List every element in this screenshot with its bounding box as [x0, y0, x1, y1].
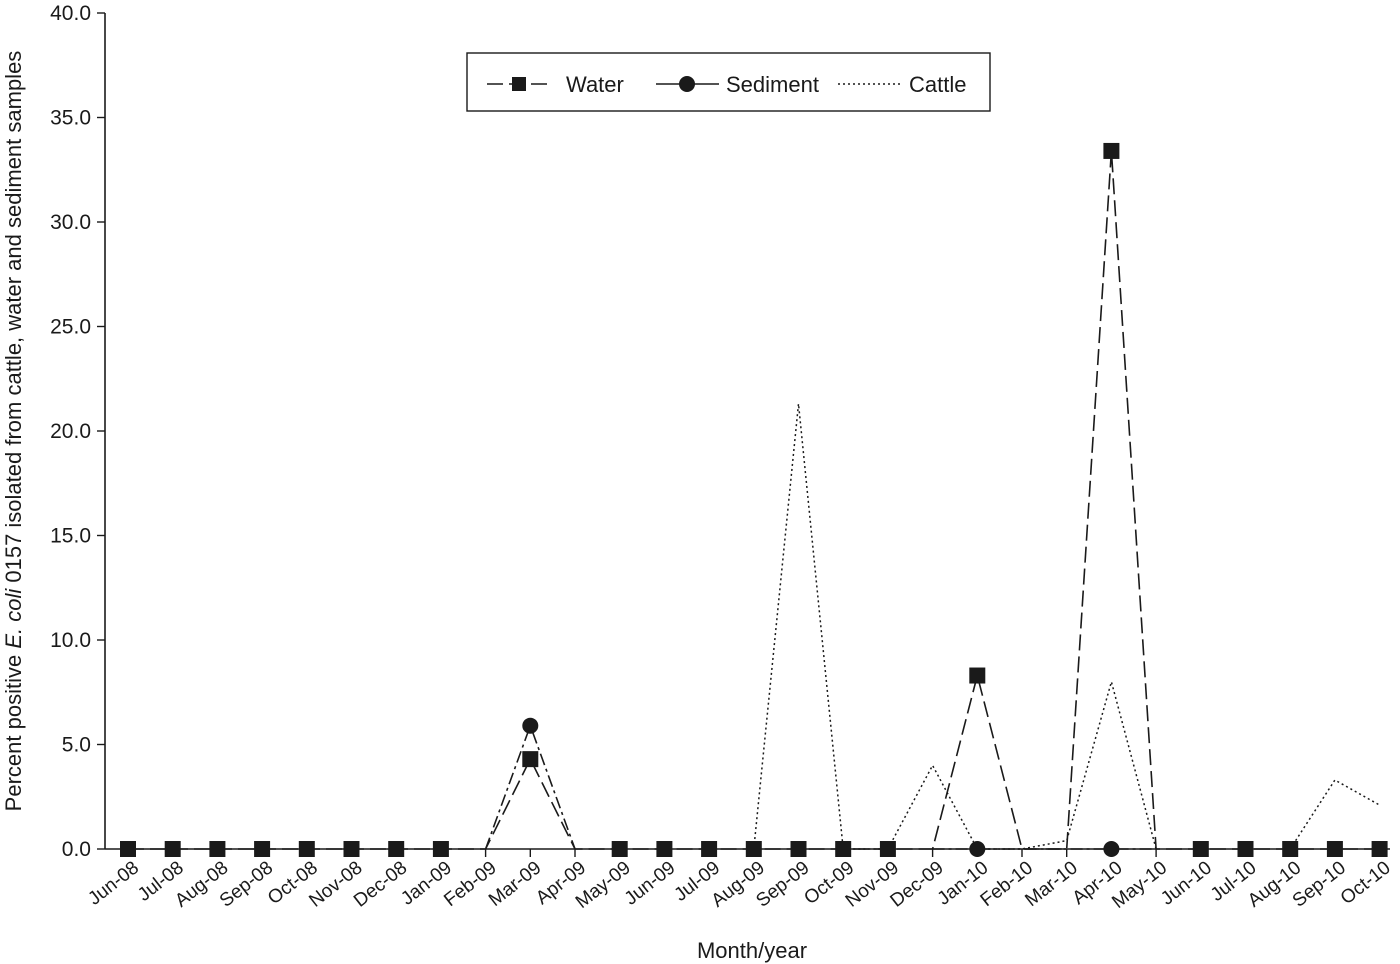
plot-area — [120, 142, 1388, 857]
x-tick-label: Mar-09 — [485, 857, 545, 911]
legend-item-sediment: Sediment — [656, 72, 819, 97]
legend-item-water: Water — [487, 72, 624, 97]
water-point — [432, 841, 449, 857]
legend-sediment-marker — [679, 76, 695, 92]
water-point — [1282, 841, 1299, 857]
y-tick-label: 0.0 — [62, 838, 91, 861]
sediment-point — [522, 717, 539, 734]
legend-box — [466, 52, 991, 112]
x-axis: Jun-08Jul-08Aug-08Sep-08Oct-08Nov-08Dec-… — [84, 848, 1395, 913]
legend-cattle-label: Cattle — [909, 72, 966, 97]
legend-water-label: Water — [566, 72, 624, 97]
cattle-series-line — [753, 403, 1157, 850]
water-point — [164, 841, 181, 857]
water-point — [209, 841, 226, 857]
water-point — [656, 841, 673, 857]
x-tick-label: Jun-09 — [621, 857, 680, 909]
y-ticks: 0.0 5.0 10.0 15.0 20.0 25.0 30.0 35.0 40.0 — [50, 2, 105, 861]
water-series-line — [128, 150, 1380, 850]
water-point — [969, 667, 986, 684]
y-axis-title-part-2: 0157 isolated from cattle, water and sed… — [1, 51, 26, 589]
x-tick-label: Jun-10 — [1157, 857, 1216, 909]
water-point — [1192, 841, 1209, 857]
y-tick-label: 40.0 — [50, 2, 91, 25]
legend-item-cattle: Cattle — [838, 72, 966, 97]
water-point — [611, 841, 628, 857]
y-tick-label: 15.0 — [50, 525, 91, 548]
sediment-point — [969, 841, 986, 857]
sediment-point — [1103, 841, 1120, 857]
water-point — [745, 841, 762, 857]
x-tick-label: Jun-08 — [84, 857, 143, 909]
water-point — [701, 841, 718, 857]
legend: Water Sediment Cattle — [466, 52, 991, 112]
sediment-series-line — [484, 723, 576, 850]
water-point — [1103, 142, 1120, 159]
water-point — [1371, 841, 1388, 857]
water-point — [522, 751, 539, 768]
y-axis-title-italic: E. coli — [1, 588, 26, 649]
legend-sediment-label: Sediment — [726, 72, 819, 97]
y-tick-label: 10.0 — [50, 629, 91, 652]
water-point — [298, 841, 315, 857]
legend-water-marker — [512, 77, 526, 91]
water-point — [120, 841, 136, 857]
x-axis-title: Month/year — [697, 938, 807, 963]
y-axis-title-part-1: Percent positive — [1, 649, 26, 812]
water-point — [1326, 841, 1343, 857]
y-tick-label: 5.0 — [62, 734, 91, 757]
y-tick-label: 20.0 — [50, 420, 91, 443]
x-ticks: Jun-08Jul-08Aug-08Sep-08Oct-08Nov-08Dec-… — [84, 849, 1395, 913]
water-point — [1237, 841, 1254, 857]
water-point — [254, 841, 271, 857]
x-tick-label: Mar-10 — [1021, 857, 1081, 911]
cattle-series-line — [1289, 779, 1380, 850]
y-axis-title: Percent positive E. coli 0157 isolated f… — [1, 51, 26, 812]
water-point — [790, 841, 807, 857]
y-tick-label: 35.0 — [50, 107, 91, 130]
y-tick-label: 30.0 — [50, 211, 91, 234]
y-axis: 0.0 5.0 10.0 15.0 20.0 25.0 30.0 35.0 40.0 — [50, 2, 106, 861]
x-tick-label: Oct-10 — [1337, 857, 1395, 909]
water-point — [835, 841, 852, 857]
water-point — [879, 841, 896, 857]
water-point — [343, 841, 360, 857]
y-tick-label: 25.0 — [50, 316, 91, 339]
water-point — [388, 841, 405, 857]
